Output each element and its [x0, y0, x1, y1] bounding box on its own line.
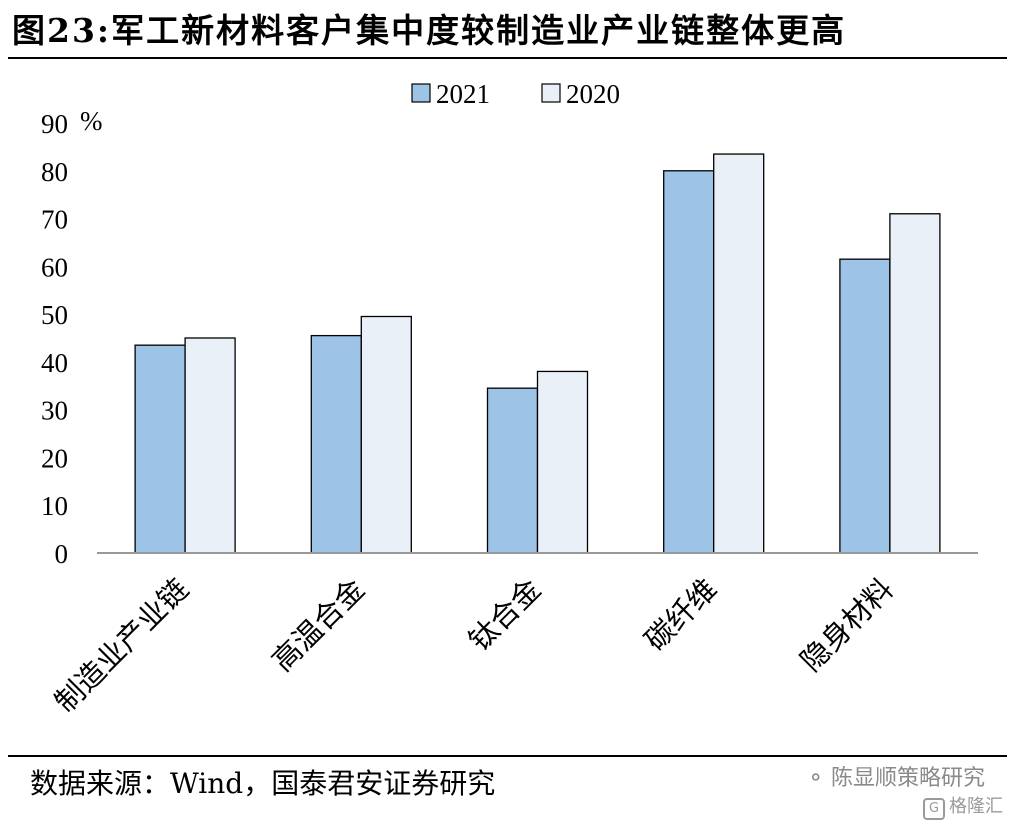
source-note: 数据来源：Wind，国泰君安证券研究	[30, 767, 496, 800]
y-tick-label: 60	[41, 252, 68, 282]
bar-2020	[184, 337, 236, 554]
bar-2021	[486, 387, 539, 554]
x-tick-label: 制造业产业链	[48, 572, 195, 719]
bar-2021	[134, 344, 186, 554]
title-divider	[8, 57, 1007, 59]
bar-2020	[713, 153, 765, 554]
bar-2020	[536, 370, 589, 554]
x-tick-label: 钛合金	[462, 572, 548, 658]
y-tick-label: 90	[41, 109, 68, 139]
watermark-sub: G 格隆汇	[923, 792, 1003, 820]
y-tick-label: 70	[41, 205, 68, 235]
legend-swatch-2020	[541, 83, 561, 103]
y-unit-label: %	[80, 106, 103, 136]
bar-chart: 0 10 20 30 40 50 60 70 80 90 % 制造业产业链 高温合金 钛合金 碳纤维 隐身材料…	[41, 79, 978, 719]
y-tick-label: 0	[55, 539, 69, 569]
footer-divider	[8, 755, 1007, 757]
y-tick-label: 80	[41, 157, 68, 187]
y-tick-label: 40	[41, 348, 68, 378]
gelonghui-logo-icon: G	[923, 798, 945, 820]
watermark: ⚬ 陈显顺策略研究	[807, 760, 985, 792]
x-tick-label: 高温合金	[265, 572, 371, 678]
y-tick-label: 50	[41, 300, 68, 330]
bar-2021	[310, 334, 362, 554]
bar-2020	[360, 315, 412, 554]
legend-swatch-2021	[411, 83, 431, 103]
bar-2020	[889, 213, 941, 554]
legend-label: 2021	[436, 79, 490, 109]
y-tick-label: 20	[41, 443, 68, 473]
chart-title: 图23:军工新材料客户集中度较制造业产业链整体更高	[12, 11, 847, 50]
y-tick-label: 10	[41, 491, 68, 521]
bar-2021	[663, 170, 715, 554]
wechat-icon: ⚬	[806, 766, 825, 791]
x-tick-label: 隐身材料	[794, 572, 900, 678]
legend-label: 2020	[566, 79, 620, 109]
y-tick-label: 30	[41, 396, 68, 426]
bar-2021	[839, 258, 891, 554]
watermark-sub-text: 格隆汇	[949, 796, 1003, 817]
watermark-text: 陈显顺策略研究	[830, 766, 985, 791]
x-tick-label: 碳纤维	[638, 572, 724, 658]
